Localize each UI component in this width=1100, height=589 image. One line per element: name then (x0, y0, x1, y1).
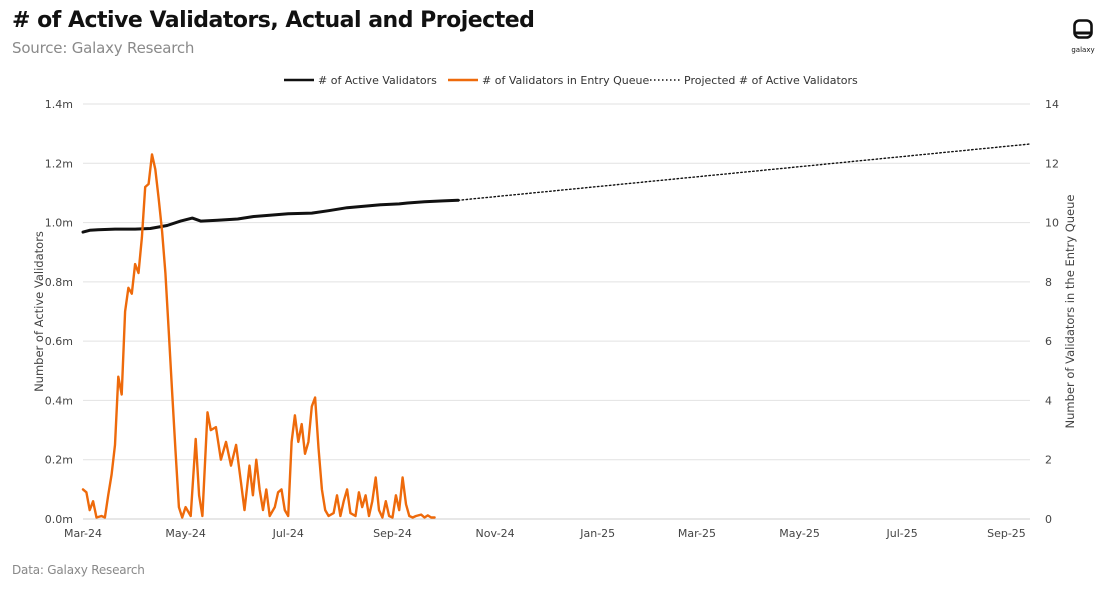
y-left-axis-title: Number of Active Validators (32, 231, 46, 392)
y-left-tick-label: 1.0m (45, 217, 73, 230)
x-tick-label: Mar-25 (678, 527, 716, 540)
entry-queue-line (81, 153, 436, 519)
y-right-tick-label: 8 (1045, 276, 1052, 289)
legend-label: # of Validators in Entry Queue (482, 74, 650, 87)
x-tick-label: Sep-25 (987, 527, 1026, 540)
logo-text: galaxy (1071, 46, 1095, 54)
y-left-tick-label: 1.4m (45, 98, 73, 111)
y-right-tick-label: 10 (1045, 217, 1059, 230)
chart-title: # of Active Validators, Actual and Proje… (12, 8, 535, 33)
x-tick-label: May-25 (779, 527, 820, 540)
y-right-tick-label: 12 (1045, 157, 1059, 170)
x-tick-label: Mar-24 (64, 527, 102, 540)
footer-note: Data: Galaxy Research (12, 563, 145, 577)
y-left-tick-label: 0.2m (45, 454, 73, 467)
x-tick-label: Jul-24 (272, 527, 304, 540)
galaxy-logo: galaxy (1068, 18, 1098, 54)
y-right-tick-label: 6 (1045, 335, 1052, 348)
y-right-tick-label: 4 (1045, 394, 1052, 407)
x-tick-label: Nov-24 (476, 527, 515, 540)
legend-label: # of Active Validators (318, 74, 437, 87)
chart-subtitle: Source: Galaxy Research (12, 39, 195, 57)
y-right-tick-label: 0 (1045, 513, 1052, 526)
y-left-tick-label: 1.2m (45, 157, 73, 170)
y-left-tick-label: 0.0m (45, 513, 73, 526)
active-validators-line (81, 198, 460, 234)
x-tick-label: Jan-25 (579, 527, 615, 540)
y-right-axis-title: Number of Validators in the Entry Queue (1063, 195, 1077, 429)
y-right-tick-label: 14 (1045, 98, 1059, 111)
y-left-tick-label: 0.8m (45, 276, 73, 289)
projected-validators-line (457, 143, 1031, 202)
galaxy-logo-icon (1073, 19, 1093, 39)
legend-label: Projected # of Active Validators (684, 74, 858, 87)
y-left-tick-label: 0.4m (45, 394, 73, 407)
x-tick-label: May-24 (165, 527, 206, 540)
x-tick-label: Jul-25 (886, 527, 918, 540)
x-tick-label: Sep-24 (373, 527, 412, 540)
y-right-tick-label: 2 (1045, 454, 1052, 467)
y-left-tick-label: 0.6m (45, 335, 73, 348)
